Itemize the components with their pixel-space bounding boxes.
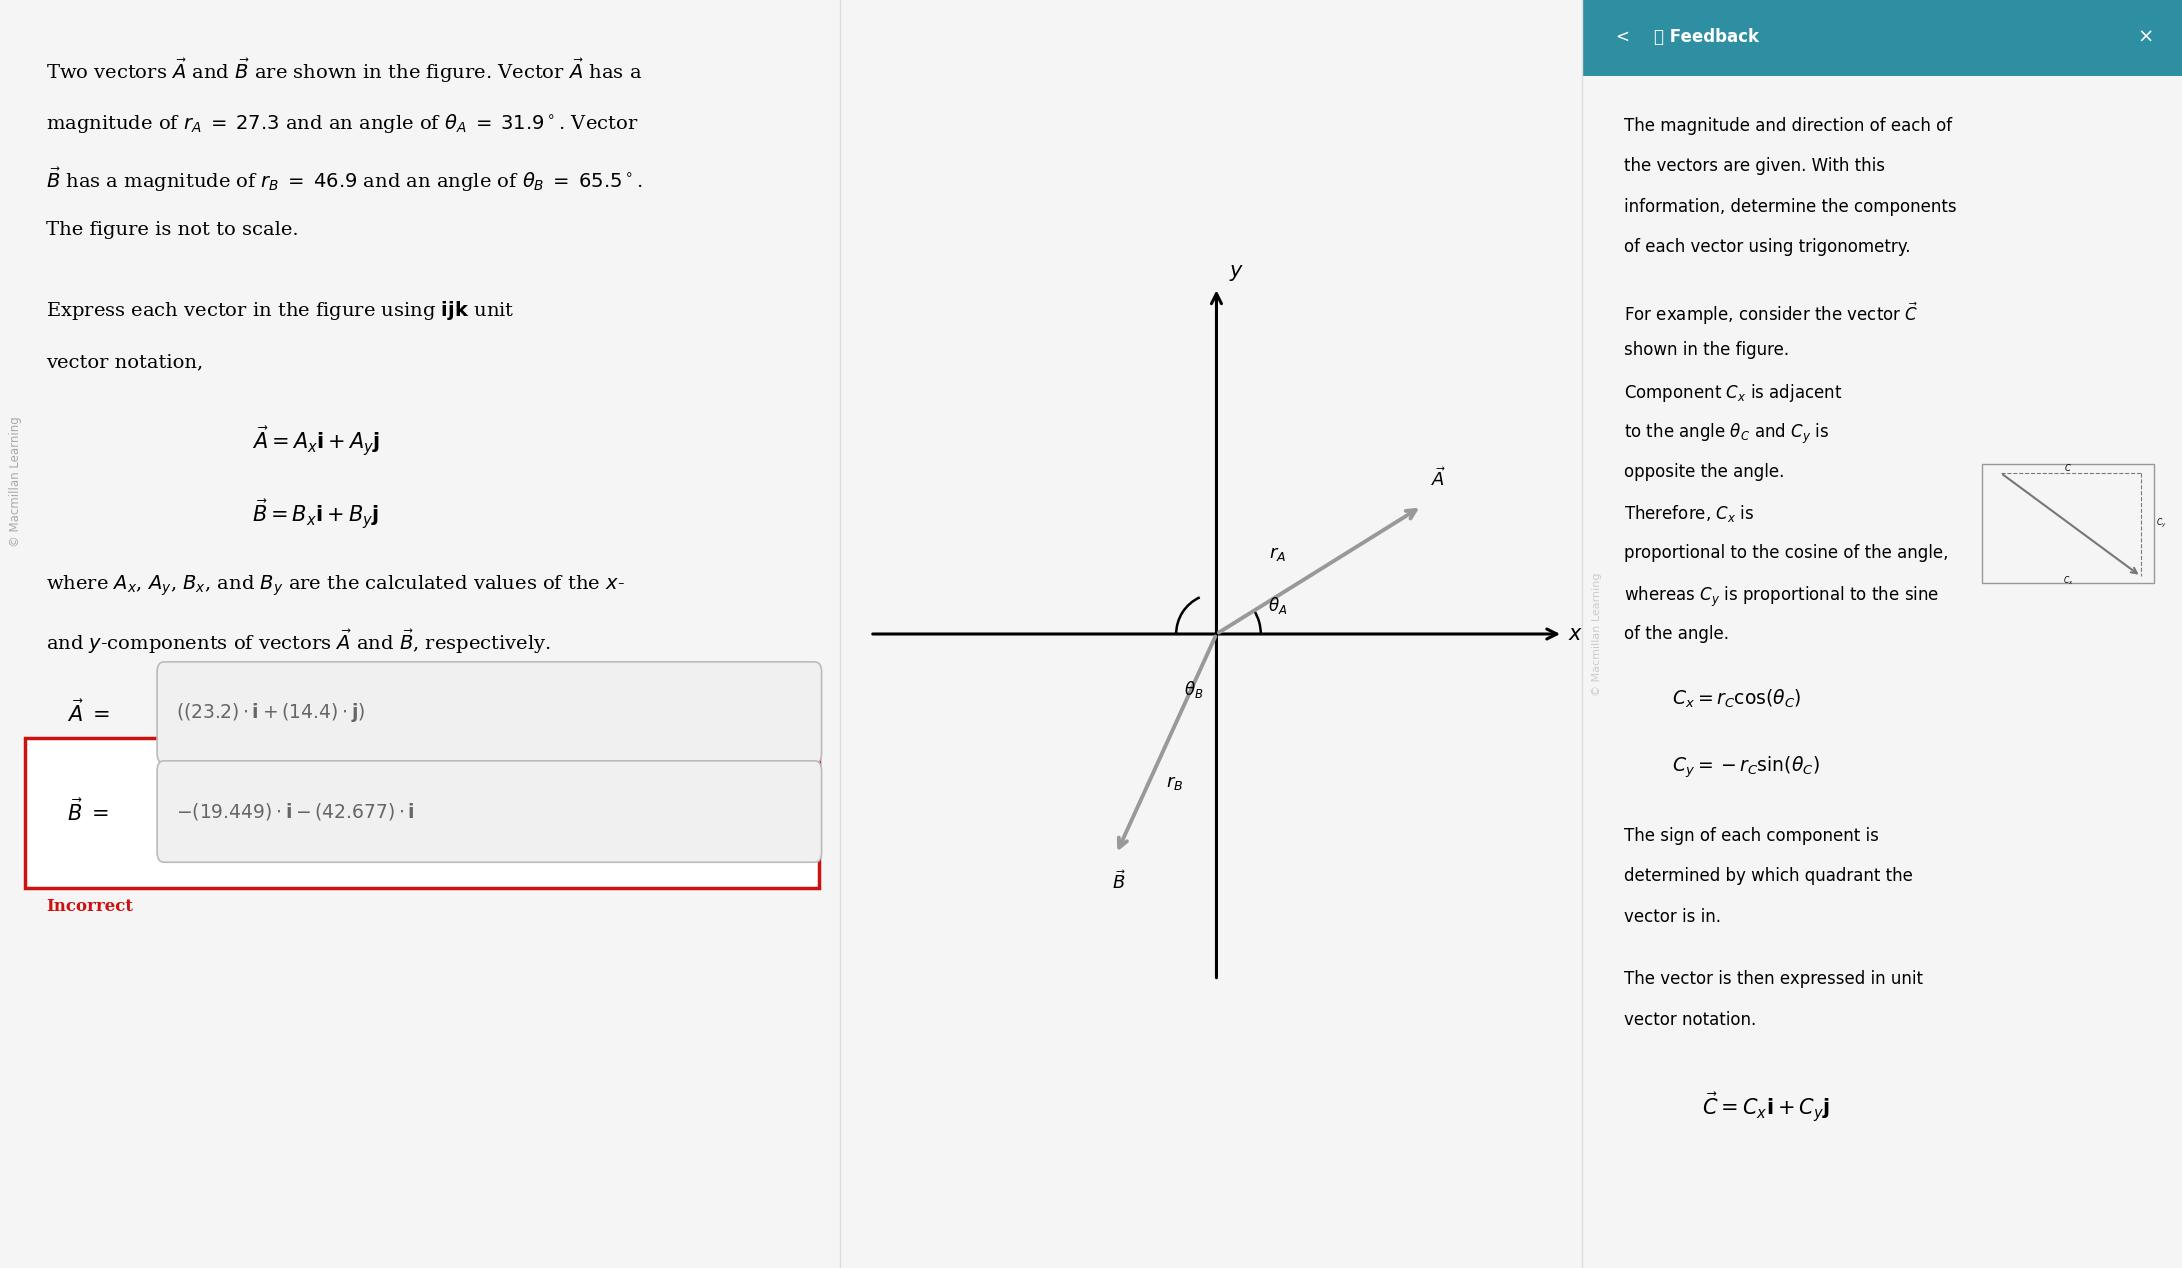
Text: $x$: $x$ [1569,624,1582,644]
Text: $\vec{B}$ has a magnitude of $r_B\;=\;46.9$ and an angle of $\theta_B\;=\;65.5^\: $\vec{B}$ has a magnitude of $r_B\;=\;46… [46,166,644,194]
Text: $C$: $C$ [2064,463,2073,473]
Text: ⎘ Feedback: ⎘ Feedback [1654,28,1759,46]
Text: whereas $C_y$ is proportional to the sine: whereas $C_y$ is proportional to the sin… [1623,585,1940,609]
Text: $y$: $y$ [1228,262,1244,283]
Bar [26,738,818,888]
Text: $r_A$: $r_A$ [1268,545,1285,563]
Text: © Macmillan Learning: © Macmillan Learning [9,416,22,548]
Text: magnitude of $r_A\;=\;27.3$ and an angle of $\theta_A\;=\;31.9^\circ$. Vector: magnitude of $r_A\;=\;27.3$ and an angle… [46,112,639,134]
Text: $\vec{B}\;=$: $\vec{B}\;=$ [68,798,109,825]
Text: vector notation.: vector notation. [1623,1011,1757,1028]
Text: shown in the figure.: shown in the figure. [1623,341,1789,359]
Text: vector notation,: vector notation, [46,354,203,372]
Text: $-(19.449)\cdot\mathbf{i}-(42.677)\cdot\mathbf{i}$: $-(19.449)\cdot\mathbf{i}-(42.677)\cdot\… [177,801,415,822]
Text: $\vec{A}\;=$: $\vec{A}\;=$ [68,699,109,727]
Text: determined by which quadrant the: determined by which quadrant the [1623,867,1914,885]
Text: $C_y = -r_C\sin(\theta_C)$: $C_y = -r_C\sin(\theta_C)$ [1671,754,1820,780]
Text: $\theta_A$: $\theta_A$ [1268,595,1287,616]
Text: © Macmillan Learning: © Macmillan Learning [1593,572,1602,696]
Text: proportional to the cosine of the angle,: proportional to the cosine of the angle, [1623,544,1949,562]
Text: <: < [1615,28,1630,46]
FancyBboxPatch shape [157,761,823,862]
FancyBboxPatch shape [157,662,823,763]
Text: $C_y$: $C_y$ [2156,517,2167,530]
Text: opposite the angle.: opposite the angle. [1623,463,1785,481]
Text: the vectors are given. With this: the vectors are given. With this [1623,157,1885,175]
Text: of each vector using trigonometry.: of each vector using trigonometry. [1623,238,1911,256]
Text: and $y$-components of vectors $\vec{A}$ and $\vec{B}$, respectively.: and $y$-components of vectors $\vec{A}$ … [46,628,552,656]
Text: $\vec{B}$: $\vec{B}$ [1113,870,1126,893]
Text: The vector is then expressed in unit: The vector is then expressed in unit [1623,970,1922,988]
Text: Incorrect: Incorrect [46,898,133,914]
Text: The figure is not to scale.: The figure is not to scale. [46,221,299,238]
Text: where $A_x$, $A_y$, $B_x$, and $B_y$ are the calculated values of the $x$-: where $A_x$, $A_y$, $B_x$, and $B_y$ are… [46,573,624,597]
Text: Two vectors $\vec{A}$ and $\vec{B}$ are shown in the figure. Vector $\vec{A}$ ha: Two vectors $\vec{A}$ and $\vec{B}$ are … [46,57,642,85]
Text: to the angle $\theta_C$ and $C_y$ is: to the angle $\theta_C$ and $C_y$ is [1623,422,1829,446]
Text: $C_x$: $C_x$ [2062,574,2073,587]
Text: vector is in.: vector is in. [1623,908,1722,926]
Text: Therefore, $C_x$ is: Therefore, $C_x$ is [1623,503,1754,525]
Bar [1582,0,2182,76]
Text: $\vec{A}$: $\vec{A}$ [1431,468,1447,491]
Text: $((23.2)\cdot\mathbf{i}+(14.4)\cdot\mathbf{j})$: $((23.2)\cdot\mathbf{i}+(14.4)\cdot\math… [177,701,367,724]
Text: $C_x = r_C\cos(\theta_C)$: $C_x = r_C\cos(\theta_C)$ [1671,687,1802,710]
Text: The magnitude and direction of each of: The magnitude and direction of each of [1623,117,1953,134]
Text: Component $C_x$ is adjacent: Component $C_x$ is adjacent [1623,382,1842,403]
Text: information, determine the components: information, determine the components [1623,198,1957,216]
Text: $\vec{B} = B_x\mathbf{i} + B_y\mathbf{j}$: $\vec{B} = B_x\mathbf{i} + B_y\mathbf{j}… [253,497,380,531]
Text: $\vec{A} = A_x\mathbf{i} + A_y\mathbf{j}$: $\vec{A} = A_x\mathbf{i} + A_y\mathbf{j}… [253,425,380,459]
Text: ×: × [2138,28,2154,46]
Text: of the angle.: of the angle. [1623,625,1728,643]
Text: Express each vector in the figure using $\mathbf{ijk}$ unit: Express each vector in the figure using … [46,299,515,322]
Text: The sign of each component is: The sign of each component is [1623,827,1879,844]
Text: $\theta_B$: $\theta_B$ [1185,680,1204,700]
Text: $r_B$: $r_B$ [1165,773,1183,792]
Text: $\vec{C} = C_x\mathbf{i} + C_y\mathbf{j}$: $\vec{C} = C_x\mathbf{i} + C_y\mathbf{j}… [1702,1090,1831,1125]
Text: For example, consider the vector $\vec{C}$: For example, consider the vector $\vec{C… [1623,301,1918,327]
